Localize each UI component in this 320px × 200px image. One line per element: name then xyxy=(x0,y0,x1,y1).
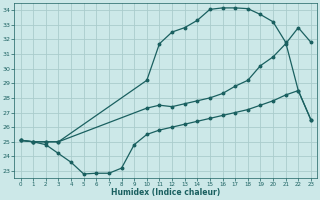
X-axis label: Humidex (Indice chaleur): Humidex (Indice chaleur) xyxy=(111,188,220,197)
